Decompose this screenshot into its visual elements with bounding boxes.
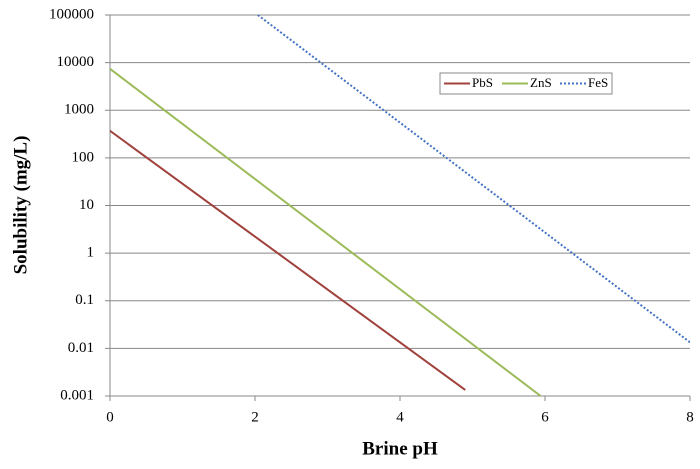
- legend-label: FeS: [588, 75, 608, 90]
- y-tick-label: 100: [72, 149, 95, 165]
- x-axis-title: Brine pH: [362, 438, 438, 459]
- y-tick-label: 1: [87, 245, 95, 261]
- y-tick-label: 10000: [57, 54, 95, 70]
- x-tick-label: 8: [686, 409, 694, 425]
- y-tick-label: 0.01: [68, 340, 94, 356]
- x-tick-label: 4: [396, 409, 404, 425]
- y-axis-title: Solubility (mg/L): [10, 136, 31, 275]
- x-tick-label: 6: [541, 409, 549, 425]
- y-tick-label: 10: [79, 197, 94, 213]
- legend-label: PbS: [472, 75, 493, 90]
- series-line: [110, 68, 542, 396]
- legend-label: ZnS: [530, 75, 552, 90]
- series-line: [110, 130, 466, 391]
- x-tick-label: 2: [251, 409, 259, 425]
- y-tick-label: 0.001: [60, 387, 94, 403]
- x-tick-label: 0: [106, 409, 114, 425]
- y-tick-label: 1000: [64, 102, 94, 118]
- y-tick-label: 0.1: [75, 292, 94, 308]
- y-tick-label: 100000: [49, 6, 94, 22]
- series-line: [257, 15, 690, 344]
